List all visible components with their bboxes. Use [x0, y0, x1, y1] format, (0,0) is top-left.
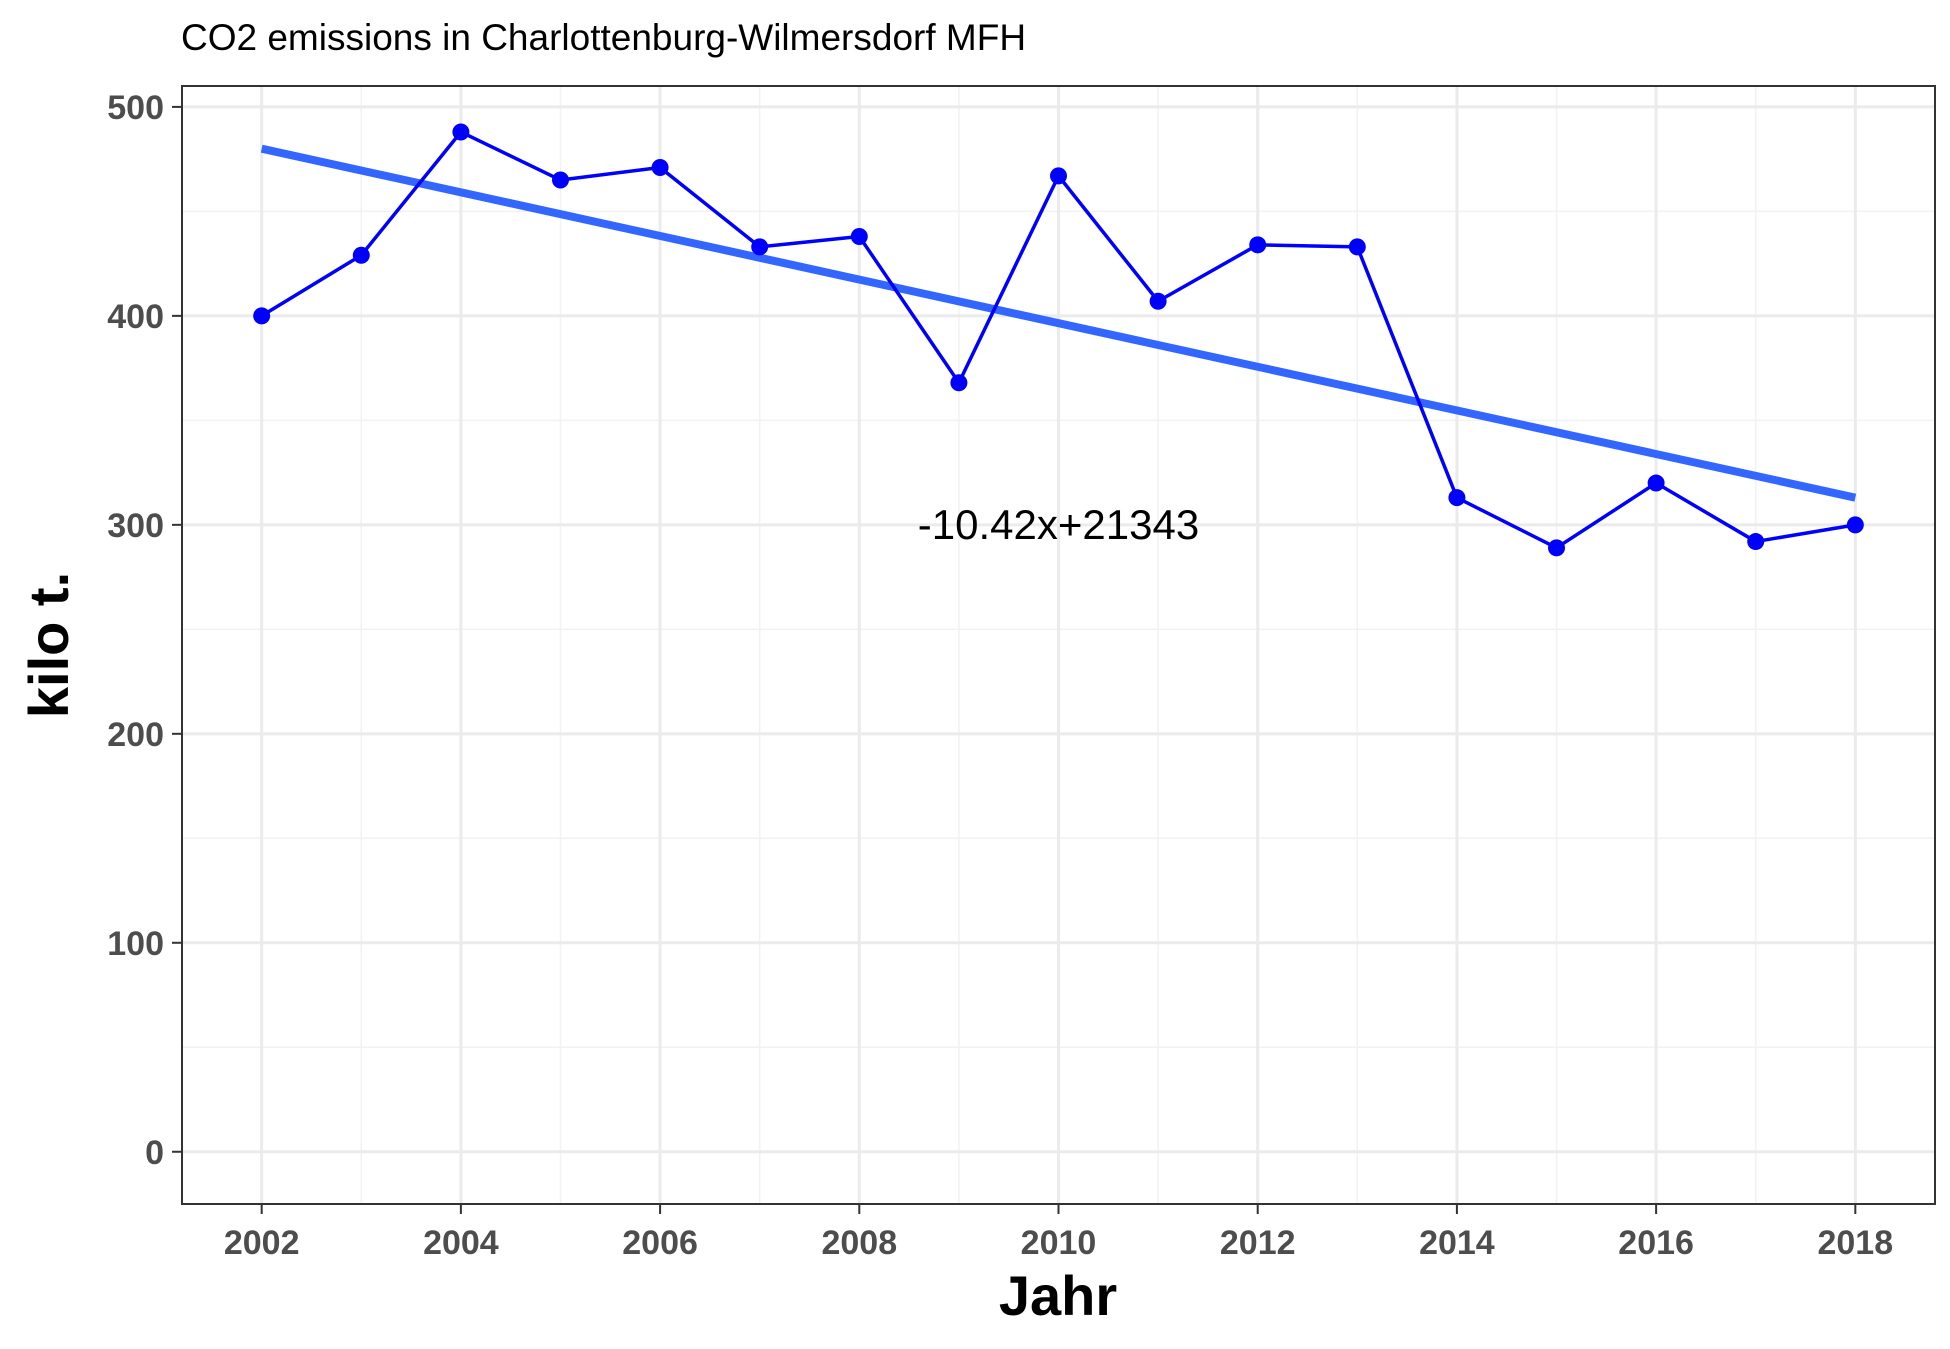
- data-point: [1348, 238, 1366, 256]
- data-point: [1647, 474, 1665, 492]
- y-tick-label: 300: [107, 507, 164, 545]
- y-tick-label: 100: [107, 925, 164, 963]
- axes: 2002 2004 2006 2008 2010 2012 2014 2016 2018 0 100…: [107, 89, 1893, 1262]
- data-point: [651, 158, 669, 176]
- x-tick-label: 2018: [1817, 1224, 1893, 1262]
- y-tick-label: 200: [107, 716, 164, 754]
- y-tick-label: 500: [107, 89, 164, 127]
- x-axis-title: Jahr: [999, 1264, 1117, 1327]
- x-tick-label: 2008: [821, 1224, 897, 1262]
- data-point: [751, 238, 769, 256]
- data-point: [850, 227, 868, 245]
- chart-title: CO2 emissions in Charlottenburg-Wilmersd…: [181, 17, 1026, 58]
- data-point: [253, 307, 271, 325]
- data-point: [1747, 533, 1765, 551]
- series-marks: [253, 123, 1864, 557]
- data-point: [1548, 539, 1566, 557]
- data-point: [1050, 167, 1067, 185]
- x-tick-label: 2006: [622, 1224, 698, 1262]
- x-tick-label: 2014: [1419, 1224, 1495, 1262]
- x-tick-label: 2016: [1618, 1224, 1694, 1262]
- x-tick-label: 2010: [1021, 1224, 1097, 1262]
- data-point: [1448, 489, 1466, 507]
- data-point: [551, 171, 569, 189]
- trend-equation: -10.42x+21343: [918, 501, 1199, 548]
- y-axis-title: kilo t.: [17, 572, 80, 718]
- x-tick-label: 2012: [1220, 1224, 1296, 1262]
- data-point: [1149, 292, 1167, 310]
- y-tick-label: 0: [145, 1134, 164, 1172]
- data-point: [1846, 516, 1864, 534]
- y-tick-label: 400: [107, 298, 164, 336]
- trend-line: [260, 144, 1857, 502]
- data-point: [1249, 236, 1267, 254]
- x-tick-label: 2002: [224, 1224, 300, 1262]
- data-point: [352, 246, 370, 264]
- x-tick-label: 2004: [423, 1224, 499, 1262]
- data-point: [950, 374, 968, 392]
- major-gridlines: [182, 86, 1935, 1204]
- data-point: [452, 123, 470, 141]
